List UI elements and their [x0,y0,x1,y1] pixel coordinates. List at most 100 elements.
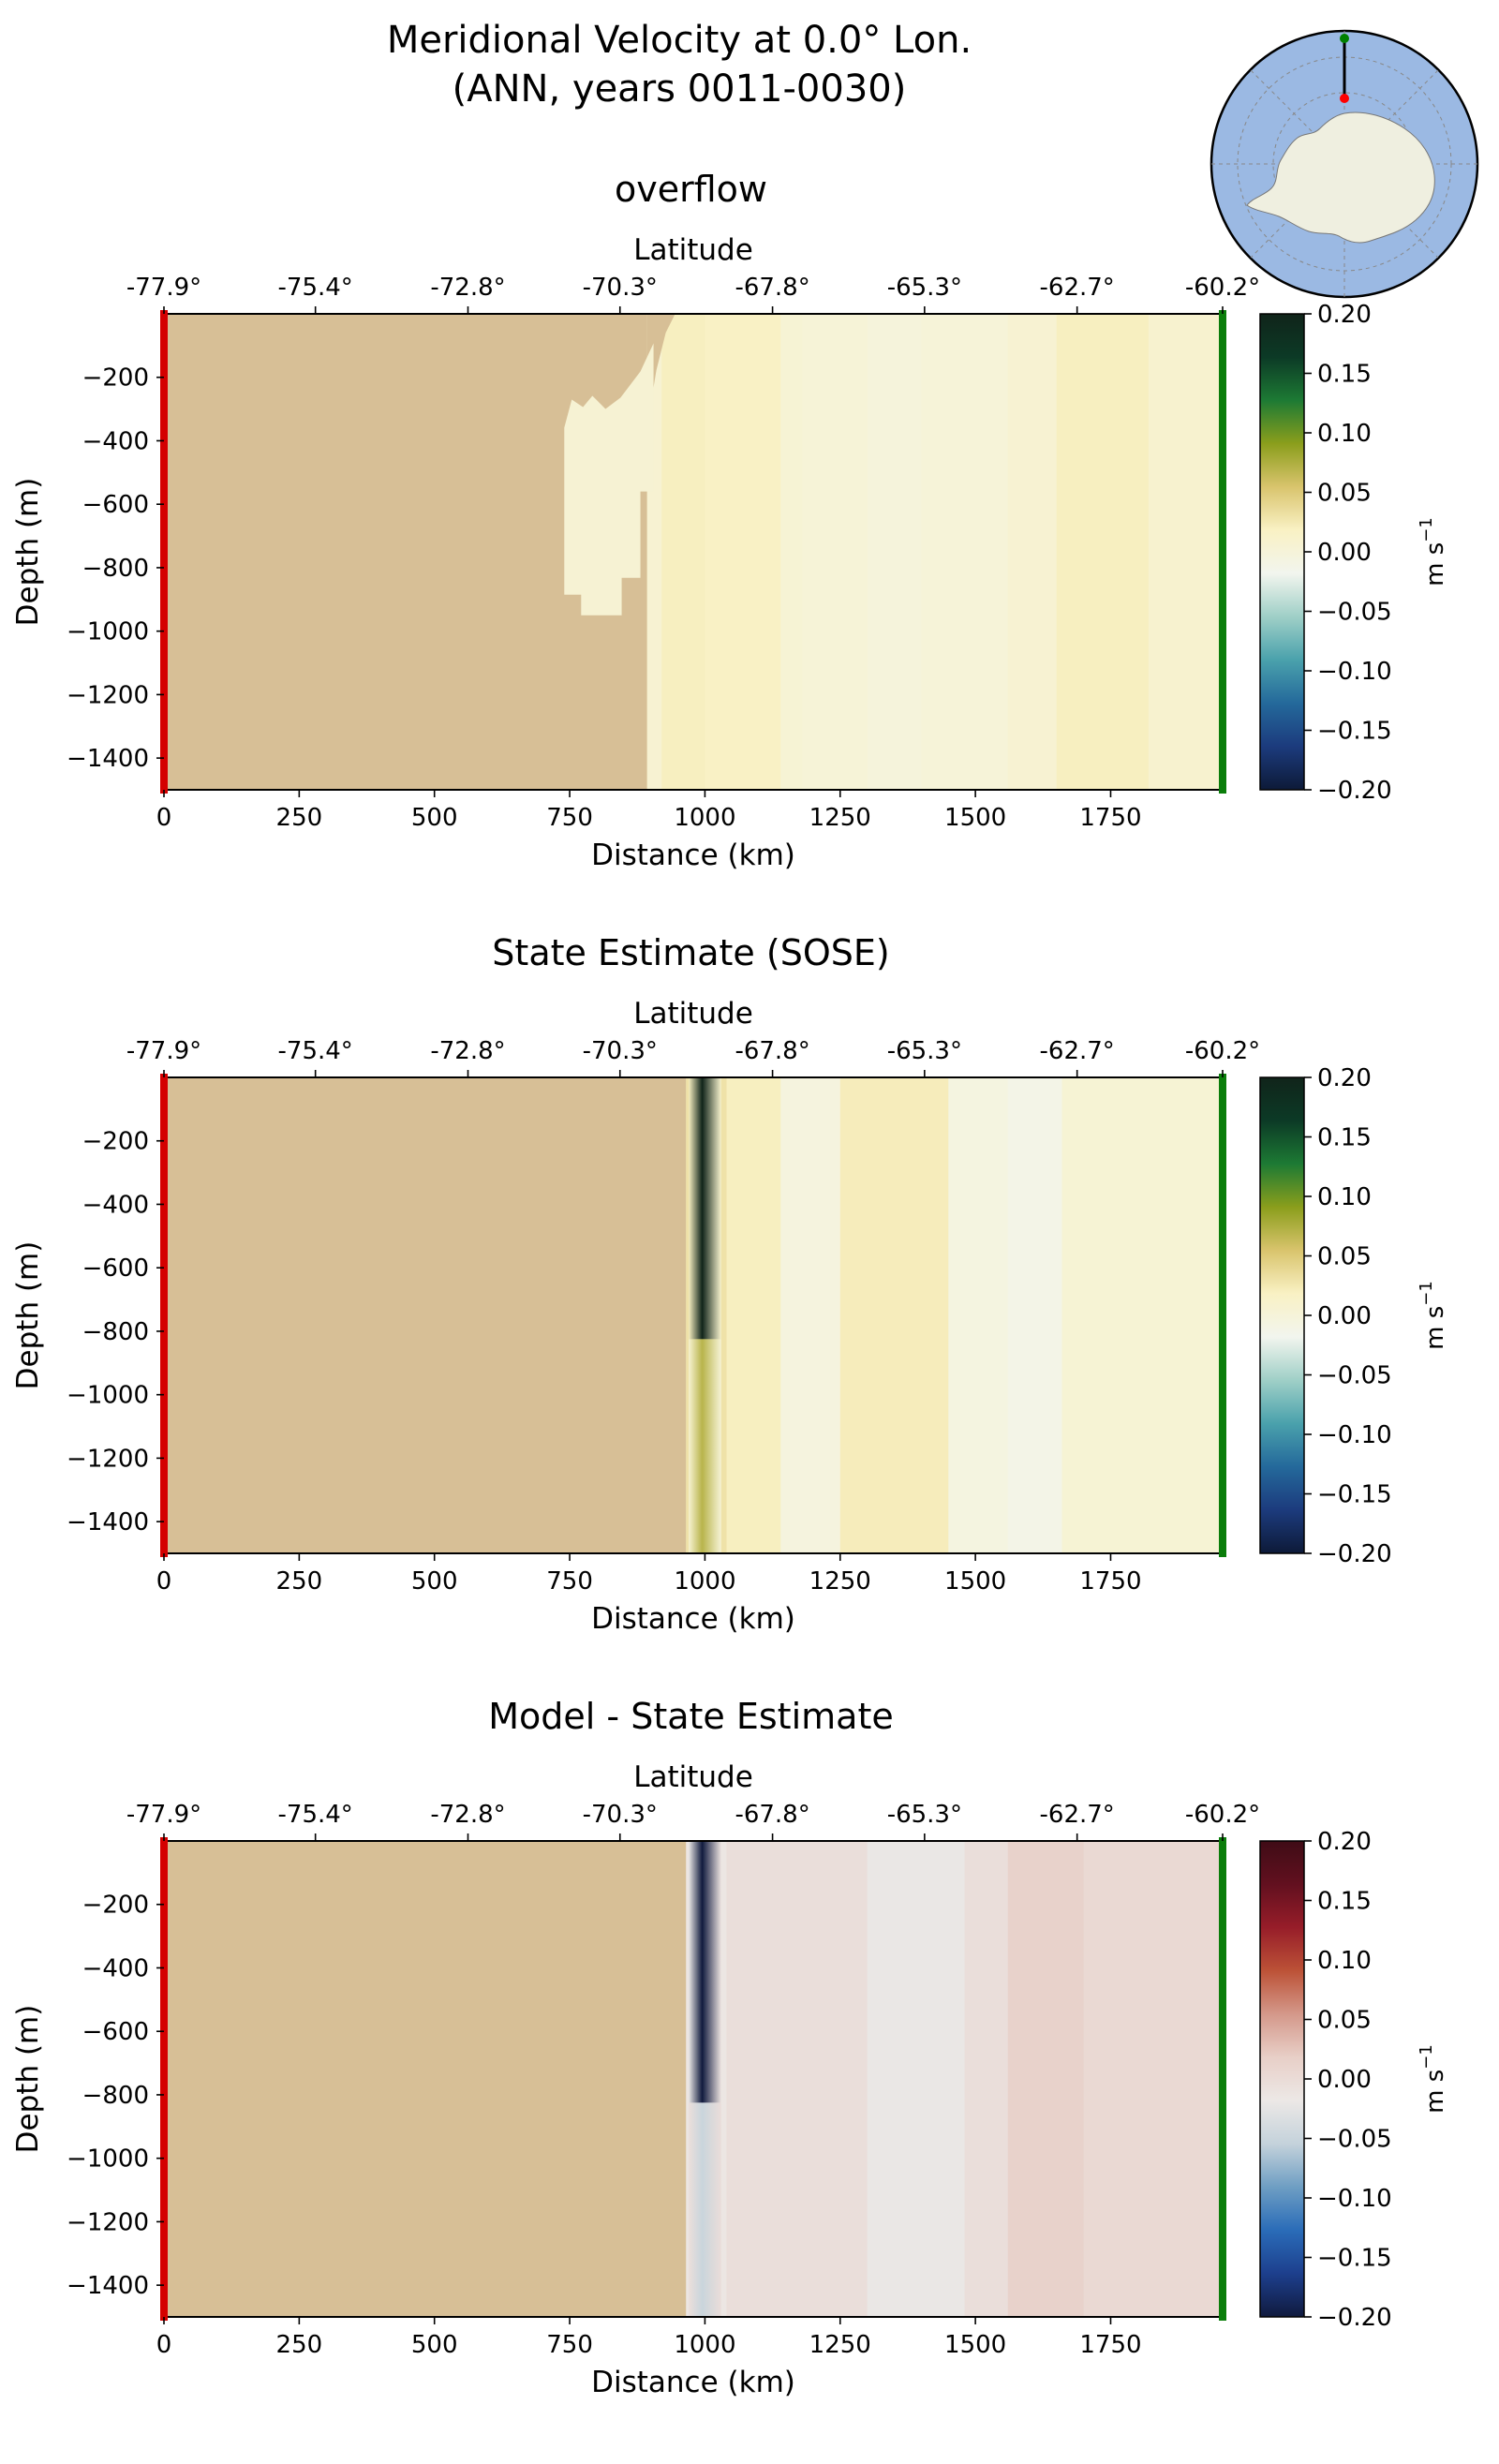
figure-title: Meridional Velocity at 0.0° Lon. [386,19,972,62]
velocity-band [780,1077,841,1553]
boundary-current-jet-deep [689,2102,721,2317]
x-tick-label: 750 [546,2331,593,2359]
colorbar-tick-label: 0.10 [1317,1183,1372,1211]
map-transect-end-marker [1340,34,1349,43]
boundary-current-jet [689,1077,721,1340]
x-tick-label: 750 [546,804,593,832]
panel-state-estimate: 0 250 500 750 1000 1250 1500 1750 Distance (km) -… [11,997,1449,1636]
colorbar-tick-label: −0.15 [1317,1481,1392,1509]
ice-shelf-cavity [564,343,654,616]
x-tick-label: 1250 [809,2331,871,2359]
velocity-band [1007,1077,1063,1553]
x-axis-label: Distance (km) [591,2366,795,2399]
y-tick-label: −1000 [67,2145,149,2174]
panel-title-difference: Model - State Estimate [488,1696,894,1737]
y-tick-label: −1000 [67,1382,149,1410]
colorbar-tick-label: −0.05 [1317,599,1392,627]
x-tick-label: 250 [276,804,323,832]
x-tick-label: 500 [411,2331,458,2359]
lat-tick-label: -77.9° [126,1037,201,1065]
colorbar-tick-label: −0.05 [1317,2126,1392,2154]
panel-overflow: 0 250 500 750 1000 1250 1500 1750 Distance (km) -… [11,233,1449,872]
colorbar-label: m s−1 [1417,517,1449,586]
map-transect-start-marker [1340,94,1349,103]
x-tick-label: 250 [276,1567,323,1596]
colorbar-tick-label: −0.20 [1317,2304,1392,2332]
velocity-band [1007,314,1058,790]
velocity-band [1061,1077,1224,1553]
velocity-band [780,314,803,790]
boundary-current-jet [689,1841,721,2103]
colorbar-tick-label: −0.20 [1317,1540,1392,1568]
x-tick-label: 1250 [809,804,871,832]
lat-tick-label: -70.3° [583,274,658,302]
y-tick-label: −600 [82,2018,149,2046]
top-axis-label: Latitude [633,997,753,1031]
figure-subtitle: (ANN, years 0011-0030) [452,67,907,111]
y-axis-label: Depth (m) [11,1241,45,1390]
y-tick-label: −1200 [67,681,149,709]
map-antarctica [1246,111,1435,244]
velocity-band [839,1077,949,1553]
velocity-band [1056,314,1150,790]
colorbar-tick-label: −0.20 [1317,777,1392,805]
colorbar-tick-label: 0.05 [1317,2007,1372,2035]
lat-tick-label: -67.8° [735,1801,809,1829]
velocity-band [921,314,1009,790]
land-mask [164,1077,687,1553]
velocity-band [705,314,781,790]
y-tick-label: −1400 [67,2272,149,2300]
colorbar-label: m s−1 [1417,2044,1449,2114]
colorbar-tick-label: 0.00 [1317,1302,1372,1330]
lat-tick-label: -60.2° [1185,1037,1260,1065]
lat-tick-label: -75.4° [278,1801,353,1829]
velocity-band [1083,1841,1224,2317]
transect-end-marker [1219,310,1226,794]
velocity-band [1007,1841,1085,2317]
x-tick-label: 1750 [1079,804,1141,832]
colorbar-tick-label: 0.05 [1317,1243,1372,1271]
lat-tick-label: -72.8° [430,274,505,302]
velocity-band [867,1841,966,2317]
shelf-slope [646,314,675,426]
x-tick-label: 1000 [674,1567,735,1596]
transect-start-marker [160,310,168,794]
antarctica-locator-map [1210,29,1479,299]
lat-tick-label: -72.8° [430,1037,505,1065]
x-tick-label: 1500 [944,1567,1006,1596]
x-tick-label: 1500 [944,2331,1006,2359]
y-tick-label: −200 [82,364,149,393]
lat-tick-label: -65.3° [887,274,962,302]
x-tick-label: 1250 [809,1567,871,1596]
colorbar-tick-label: 0.15 [1317,1888,1372,1916]
colorbar-tick-label: 0.10 [1317,1947,1372,1975]
x-tick-label: 0 [156,804,172,832]
lat-tick-label: -70.3° [583,1801,658,1829]
colorbar-tick-label: 0.20 [1317,1828,1372,1856]
colorbar-tick-label: 0.10 [1317,420,1372,448]
colorbar-tick-label: 0.00 [1317,539,1372,567]
colorbar [1259,313,1305,791]
colorbar-tick-label: 0.20 [1317,1064,1372,1092]
top-axis-label: Latitude [633,233,753,267]
y-tick-label: −400 [82,1954,149,1982]
colorbar-tick-label: 0.15 [1317,361,1372,389]
y-tick-label: −1200 [67,2208,149,2236]
colorbar-tick-label: 0.05 [1317,480,1372,508]
velocity-band [867,314,922,790]
lat-tick-label: -70.3° [583,1037,658,1065]
velocity-band [726,1077,781,1553]
panel-title-overflow: overflow [614,169,767,210]
lat-tick-label: -77.9° [126,274,201,302]
x-tick-label: 500 [411,1567,458,1596]
x-tick-label: 1000 [674,804,735,832]
x-tick-label: 500 [411,804,458,832]
x-tick-label: 1750 [1079,2331,1141,2359]
lat-tick-label: -75.4° [278,274,353,302]
transect-start-marker [160,1074,168,1557]
transect-start-marker [160,1837,168,2321]
x-tick-label: 250 [276,2331,323,2359]
lat-tick-label: -65.3° [887,1037,962,1065]
panel-title-state-estimate: State Estimate (SOSE) [492,932,890,973]
colorbar-tick-label: −0.15 [1317,718,1392,746]
